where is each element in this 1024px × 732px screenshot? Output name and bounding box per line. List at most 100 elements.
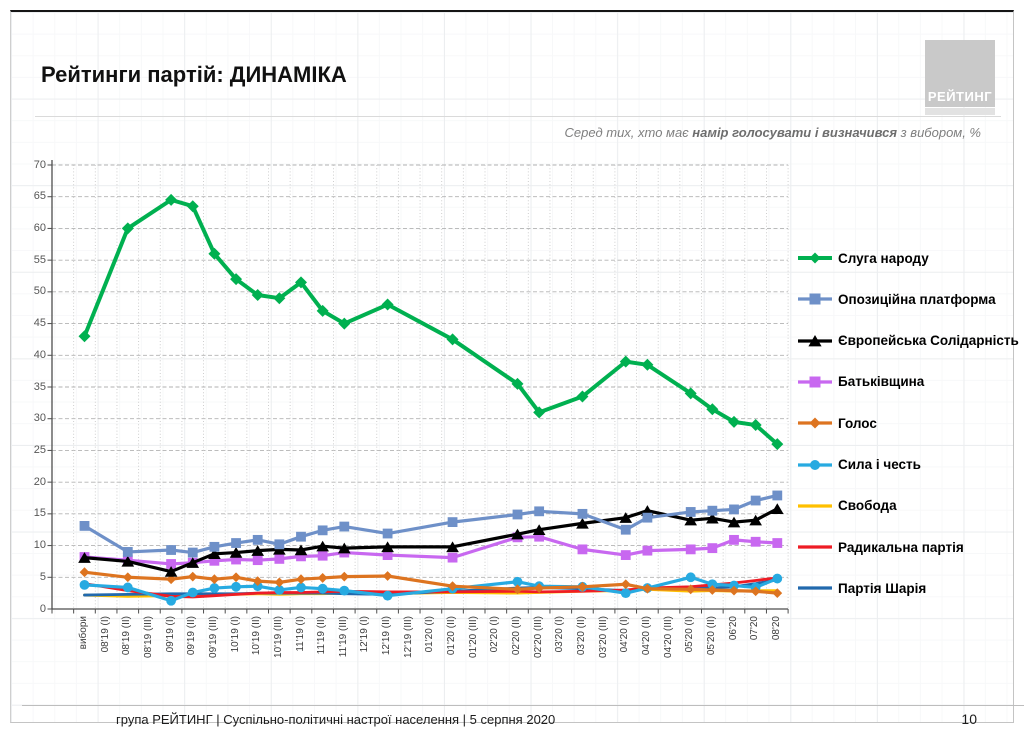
subtitle-text-post: з вибором, %	[897, 125, 981, 140]
x-tick-label: 01'20 (I)	[424, 616, 436, 653]
series-marker	[447, 581, 458, 592]
series-marker	[231, 554, 241, 565]
y-tick-label: 15	[33, 507, 46, 520]
series-marker	[684, 514, 698, 526]
x-tick-label: 09'19 (III)	[207, 616, 219, 658]
series-marker	[209, 574, 220, 585]
series-marker	[317, 525, 328, 536]
x-tick-label: 07'20	[749, 616, 761, 641]
series-marker	[685, 507, 696, 517]
series-marker	[620, 579, 631, 590]
y-tick-label: 0	[39, 602, 46, 615]
series-marker	[209, 541, 220, 552]
series-marker	[78, 330, 91, 343]
legend-item: Сила і честь	[797, 455, 921, 475]
series-marker	[727, 516, 741, 528]
series-marker	[642, 545, 653, 556]
series-marker	[122, 572, 133, 583]
series-marker	[512, 576, 523, 587]
series-marker	[511, 377, 524, 390]
x-tick-label: 11'19 (II)	[316, 616, 328, 655]
series-marker	[577, 581, 588, 592]
series-marker	[122, 547, 133, 557]
series-marker	[79, 567, 90, 578]
series-marker	[382, 571, 393, 581]
legend-marker-icon	[798, 252, 832, 264]
series-marker	[534, 531, 545, 542]
series-marker	[382, 590, 393, 601]
series-marker	[772, 588, 783, 599]
series-marker	[229, 547, 243, 558]
series-marker	[447, 517, 458, 528]
legend-item: Батьківщина	[797, 372, 924, 392]
y-tick-label: 60	[33, 221, 46, 234]
legend-item: Голос	[797, 413, 877, 433]
slide-frame: Рейтинги партій: ДИНАМІКА Серед тих, хто…	[10, 10, 1024, 727]
series-marker	[164, 566, 178, 577]
legend-marker-icon	[798, 545, 832, 549]
x-tick-label: вибори	[78, 616, 89, 650]
series-marker	[294, 544, 308, 556]
series-marker	[707, 543, 718, 554]
x-tick-label: 03'20 (II)	[575, 616, 587, 656]
series-marker	[772, 573, 783, 584]
series-marker	[166, 545, 176, 555]
x-tick-label: 10'19 (II)	[251, 616, 263, 656]
x-tick-label: 09'19 (II)	[186, 616, 198, 656]
series-marker	[728, 415, 740, 428]
x-tick-label: 02'20 (III)	[532, 616, 544, 658]
legend-marker-icon	[798, 417, 832, 429]
legend-item: Слуга народу	[797, 248, 929, 268]
legend-label: Європейська Солідарність	[838, 333, 1019, 349]
series-marker	[750, 495, 761, 506]
series-marker	[729, 504, 739, 515]
series-marker	[316, 304, 329, 317]
legend-item: Європейська Солідарність	[797, 331, 1019, 351]
legend-item: Партія Шарія	[797, 578, 926, 598]
series-marker	[274, 585, 285, 595]
y-tick-label: 25	[33, 443, 46, 456]
series-marker	[296, 531, 306, 542]
series-marker	[251, 545, 265, 556]
series-marker	[231, 581, 241, 592]
title-underline	[35, 116, 1001, 117]
series-marker	[446, 333, 459, 346]
series-marker	[772, 538, 783, 548]
legend-marker-icon	[798, 459, 832, 470]
legend-label: Опозиційна платформа	[838, 291, 996, 307]
legend-label: Свобода	[838, 498, 897, 514]
series-marker	[707, 585, 718, 595]
y-tick-label: 40	[33, 348, 46, 361]
series-marker	[770, 503, 784, 515]
y-tick-label: 45	[33, 317, 46, 330]
series-marker	[121, 222, 134, 235]
series-marker	[533, 406, 546, 419]
series-marker	[512, 509, 523, 520]
series-marker	[274, 577, 285, 588]
y-tick-label: 50	[33, 285, 46, 298]
series-marker	[447, 552, 458, 563]
series-marker	[252, 581, 263, 592]
series-marker	[166, 595, 177, 606]
footer-text: група РЕЙТИНГ | Суспільно-політичні наст…	[116, 712, 556, 727]
series-marker	[231, 538, 241, 548]
series-marker	[252, 555, 263, 566]
x-tick-label: 10'19 (III)	[272, 616, 284, 658]
series-marker	[446, 541, 459, 553]
series-marker	[707, 579, 718, 590]
series-marker	[121, 555, 135, 567]
series-marker	[339, 521, 350, 532]
series-marker	[576, 517, 589, 529]
page-subtitle: Серед тих, хто має намір голосувати і ви…	[565, 125, 981, 140]
y-tick-label: 20	[33, 475, 46, 488]
series-marker	[685, 544, 696, 555]
x-tick-label: 11'19 (III)	[337, 616, 349, 658]
series-marker	[619, 355, 632, 368]
series-marker	[209, 555, 220, 566]
series-marker	[381, 541, 394, 553]
y-tick-label: 35	[33, 380, 46, 393]
y-tick-label: 5	[39, 570, 46, 583]
legend-item: Радикальна партія	[797, 537, 964, 557]
series-marker	[642, 512, 653, 523]
legend-label: Батьківщина	[838, 374, 925, 390]
